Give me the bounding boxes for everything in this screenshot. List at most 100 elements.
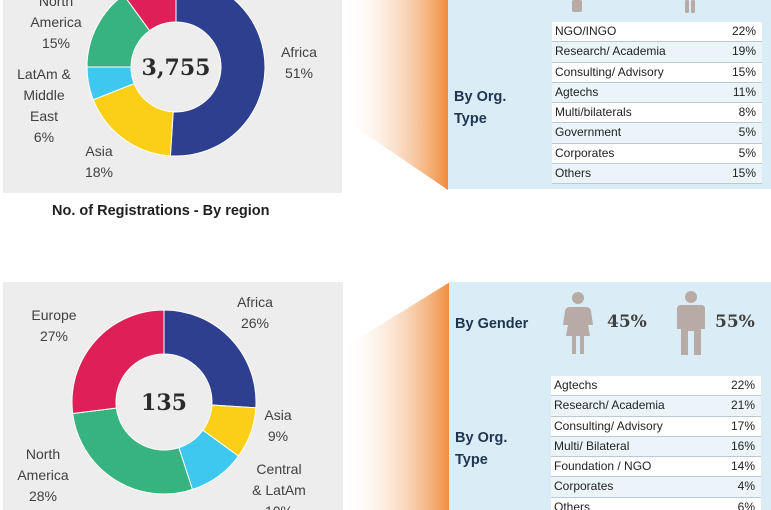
top-chart-panel — [3, 0, 342, 193]
top-label-africa-line1: Africa — [281, 44, 317, 60]
bottom-slice-europe — [71, 309, 165, 415]
bottom-label-north-america-pct: 28% — [28, 488, 58, 504]
org-type-pct: 15% — [731, 166, 756, 181]
bottom-label-europe: Europe 27% — [18, 305, 90, 347]
org-table-row: Consulting/ Advisory 15% — [552, 62, 762, 83]
bottom-label-central-latam-pct: 10% — [243, 501, 315, 510]
top-label-asia-line1: Asia — [85, 143, 113, 159]
top-slice-africa — [169, 0, 266, 157]
top-label-north-america-line2: America — [30, 14, 82, 30]
female-icon — [563, 292, 593, 354]
org-type-name: Research/ Academia — [554, 398, 665, 413]
top-slice-europe — [126, 0, 177, 32]
org-table-row: Corporates 4% — [551, 477, 761, 498]
bottom-label-central-latam: Central & LatAm 10% — [243, 459, 315, 510]
top-female-icon — [572, 0, 582, 12]
org-table-row: Consulting/ Advisory 17% — [551, 416, 761, 437]
org-type-pct: 8% — [738, 105, 756, 120]
bottom-label-africa: Africa 26% — [228, 292, 282, 334]
org-table-row: Government 5% — [552, 123, 762, 144]
org-table-row: Others 15% — [552, 164, 762, 185]
top-label-north-america-pct: 15% — [41, 35, 71, 51]
top-label-latam-line1: LatAm & — [17, 66, 71, 82]
bottom-org-type-label-line2: Type — [455, 452, 488, 468]
org-type-name: Agtechs — [555, 84, 599, 99]
org-type-name: Consulting/ Advisory — [555, 64, 664, 79]
bottom-label-asia-line1: Asia — [264, 407, 292, 423]
top-label-latam-line2: Middle — [23, 87, 65, 103]
org-type-pct: 4% — [737, 479, 755, 494]
org-type-name: NGO/INGO — [555, 24, 617, 38]
bottom-slice-north-america — [72, 407, 194, 495]
bottom-donut-chart: 135 — [64, 302, 264, 502]
bottom-label-north-america: North America 28% — [6, 444, 80, 507]
bottom-label-central-latam-line2: & LatAm — [252, 482, 306, 498]
top-chart-caption: No. of Registrations - By region — [52, 203, 270, 219]
org-type-pct: 6% — [737, 499, 755, 510]
top-label-latam-pct: 6% — [33, 129, 55, 145]
top-slice-north-america — [86, 0, 151, 68]
org-table-row: Foundation / NGO 14% — [551, 457, 761, 478]
female-pct: 45% — [607, 312, 647, 332]
org-type-name: Others — [554, 499, 591, 510]
top-donut-svg: 3,755 — [86, 0, 266, 157]
top-funnel-shape — [340, 0, 448, 190]
org-table-row: Research/ Academia 19% — [552, 42, 762, 63]
top-label-latam: LatAm & Middle East 6% — [8, 64, 80, 148]
top-label-africa: Africa 51% — [272, 42, 326, 84]
top-donut-chart: 3,755 — [76, 0, 276, 170]
bottom-org-table: Agtechs 22% Research/ Academia 21% Consultin… — [551, 376, 761, 510]
org-table-row: Research/ Academia 21% — [551, 396, 761, 417]
top-org-table: NGO/INGO 22% Research/ Academia 19% Consulti… — [552, 22, 762, 185]
org-type-name: Multi/bilaterals — [555, 105, 632, 120]
org-type-name: Others — [555, 166, 592, 181]
male-pct: 55% — [715, 312, 755, 332]
bottom-org-type-label: By Org. Type — [455, 427, 507, 471]
bottom-label-asia: Asia 9% — [258, 405, 298, 447]
org-type-name: Agtechs — [554, 378, 598, 392]
top-male-icon — [685, 0, 695, 13]
bottom-label-central-latam-line1: Central — [256, 461, 302, 477]
org-type-pct: 19% — [731, 44, 756, 59]
org-table-row: NGO/INGO 22% — [552, 22, 762, 43]
bottom-gender-label: By Gender — [455, 316, 529, 332]
top-label-asia-pct: 18% — [84, 164, 114, 180]
bottom-slice-africa — [163, 309, 257, 409]
org-table-row: Others 6% — [551, 497, 761, 510]
org-type-pct: 11% — [732, 84, 756, 99]
bottom-label-africa-line1: Africa — [237, 294, 273, 310]
top-label-latam-line3: East — [29, 108, 58, 124]
org-type-pct: 5% — [738, 125, 756, 140]
top-org-type-label-line2: Type — [454, 111, 487, 127]
org-table-row: Multi/ Bilateral 16% — [551, 436, 761, 458]
top-org-type-label-line1: By Org. — [454, 89, 507, 105]
org-table-row: Agtechs 22% — [551, 376, 761, 397]
org-type-name: Multi/ Bilateral — [554, 438, 630, 453]
org-table-row: Agtechs 11% — [552, 82, 762, 104]
org-type-name: Government — [555, 125, 622, 140]
bottom-label-north-america-line1: North — [25, 446, 61, 462]
org-type-pct: 17% — [730, 418, 755, 433]
bottom-org-type-label-line1: By Org. — [455, 430, 508, 446]
org-type-pct: 22% — [731, 24, 756, 38]
top-label-africa-pct: 51% — [284, 65, 314, 81]
org-table-row: Corporates 5% — [552, 143, 762, 165]
bottom-donut-svg: 135 — [71, 309, 257, 495]
bottom-label-north-america-line2: America — [17, 467, 69, 483]
org-table-row: Multi/bilaterals 8% — [552, 103, 762, 124]
male-icon — [677, 291, 705, 355]
bottom-funnel-shape — [340, 282, 450, 510]
bottom-label-europe-line1: Europe — [31, 307, 77, 323]
org-type-name: Corporates — [554, 479, 614, 494]
org-type-name: Research/ Academia — [555, 44, 666, 59]
org-type-pct: 5% — [738, 145, 756, 160]
top-org-type-label: By Org. Type — [454, 86, 506, 130]
org-type-pct: 16% — [730, 438, 755, 453]
bottom-center-total: 135 — [141, 390, 187, 416]
bottom-label-asia-pct: 9% — [267, 428, 289, 444]
org-type-pct: 15% — [731, 64, 756, 79]
org-type-name: Corporates — [555, 145, 615, 160]
org-type-pct: 21% — [730, 398, 755, 413]
bottom-label-europe-pct: 27% — [39, 328, 69, 344]
bottom-label-africa-pct: 26% — [240, 315, 270, 331]
